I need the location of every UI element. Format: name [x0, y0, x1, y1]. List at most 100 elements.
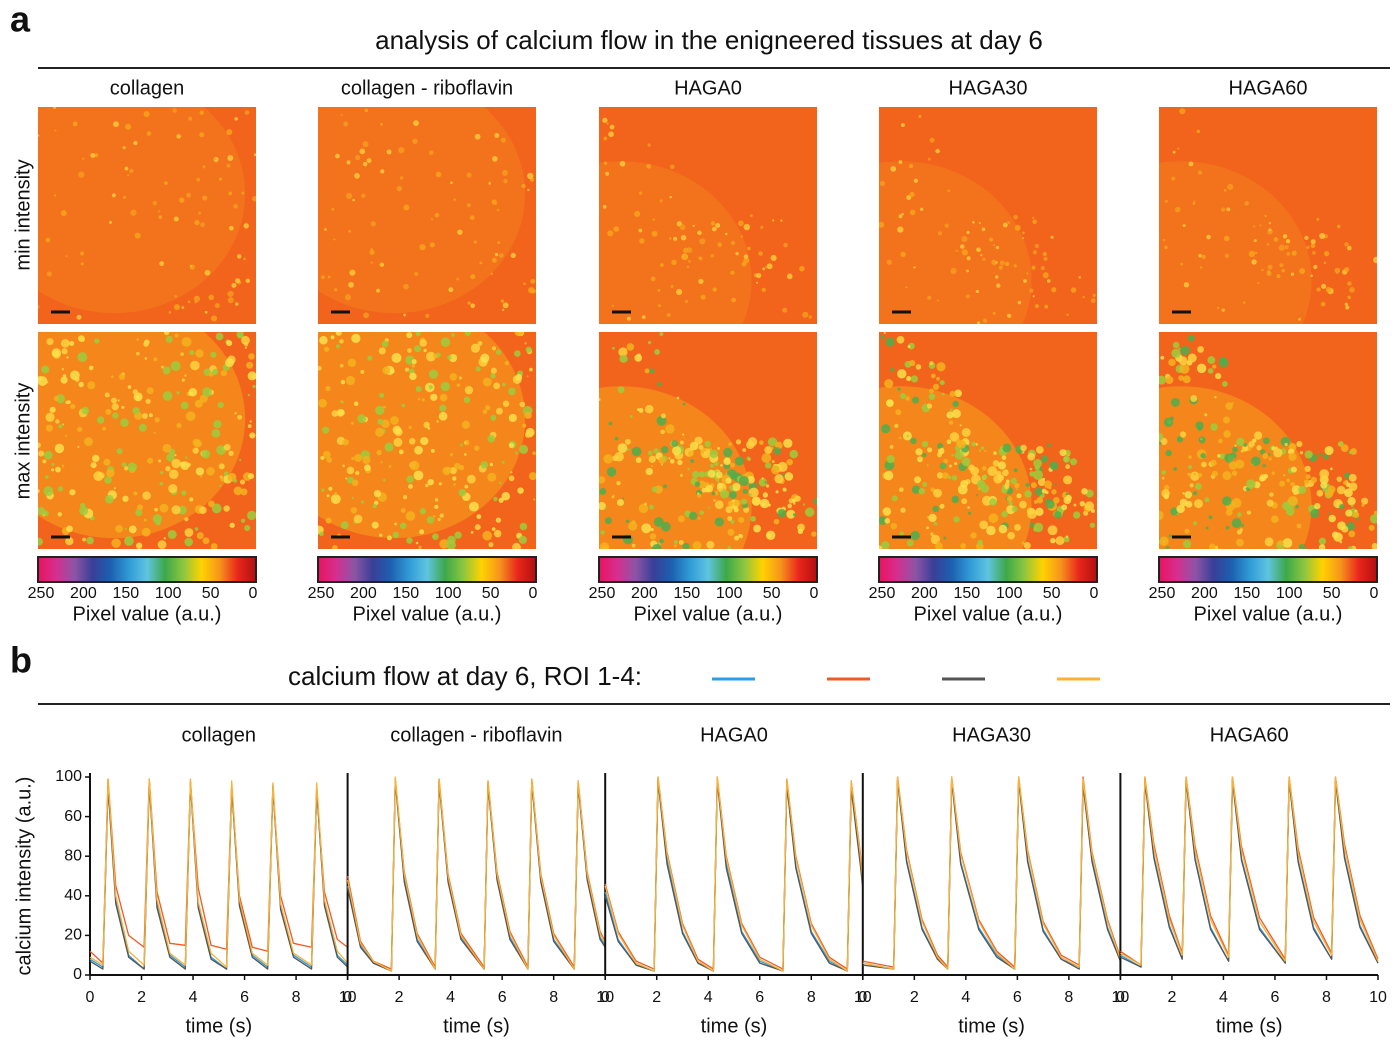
cell-speck	[364, 464, 371, 472]
cell-speck	[78, 381, 84, 388]
cell-speck	[498, 497, 504, 503]
cell-speck	[496, 208, 500, 212]
cell-speck	[1218, 438, 1223, 444]
cell-speck	[942, 472, 949, 479]
cell-speck	[999, 260, 1005, 266]
cell-speck	[732, 482, 741, 492]
cell-speck	[194, 527, 199, 531]
cell-speck	[493, 382, 501, 390]
cell-speck	[1160, 355, 1165, 360]
cell-speck	[1002, 222, 1008, 228]
cell-speck	[1082, 295, 1085, 299]
micrograph	[599, 107, 817, 324]
cell-speck	[704, 440, 711, 448]
cell-speck	[1298, 485, 1307, 494]
cell-speck	[683, 247, 689, 254]
cell-speck	[508, 442, 515, 449]
cell-speck	[976, 493, 979, 497]
cell-speck	[173, 304, 180, 311]
cell-speck	[743, 223, 750, 231]
cell-speck	[927, 447, 933, 453]
cell-speck	[1163, 484, 1170, 491]
cell-speck	[498, 253, 504, 258]
cell-speck	[1361, 503, 1365, 507]
cell-speck	[1207, 356, 1216, 364]
cell-speck	[388, 465, 392, 468]
cell-speck	[599, 488, 607, 495]
cell-speck	[372, 504, 377, 509]
cell-speck	[233, 479, 238, 483]
cell-speck	[771, 219, 775, 222]
cell-speck	[879, 516, 888, 525]
colorbar-tick-label: 50	[482, 585, 500, 602]
cell-speck	[508, 413, 517, 423]
cell-speck	[1023, 279, 1027, 283]
cell-speck	[1344, 267, 1350, 273]
cell-speck	[104, 476, 112, 484]
cell-speck	[154, 507, 158, 512]
cell-speck	[1276, 274, 1281, 279]
cell-speck	[1328, 514, 1336, 523]
cell-speck	[603, 161, 608, 165]
cell-speck	[727, 528, 735, 536]
cell-speck	[55, 466, 61, 473]
cell-speck	[959, 424, 962, 427]
cell-speck	[323, 346, 330, 352]
cell-speck	[1023, 542, 1031, 549]
cell-speck	[335, 344, 341, 349]
cell-speck	[383, 405, 386, 409]
x-tick-label: 8	[1064, 989, 1073, 1006]
cell-speck	[1282, 538, 1293, 548]
cell-speck	[886, 259, 892, 265]
cell-speck	[1231, 498, 1242, 508]
cell-speck	[141, 527, 151, 537]
cell-speck	[901, 212, 904, 216]
cell-speck	[921, 440, 929, 448]
cell-speck	[882, 507, 892, 516]
cell-speck	[1159, 442, 1162, 445]
cell-speck	[1015, 488, 1019, 491]
cell-speck	[910, 437, 917, 445]
cell-speck	[181, 336, 192, 347]
cell-speck	[1193, 472, 1196, 476]
cell-speck	[369, 249, 375, 255]
cell-speck	[81, 157, 85, 160]
cell-speck	[1271, 471, 1275, 475]
cell-speck	[199, 132, 205, 138]
cell-speck	[1192, 202, 1196, 205]
cell-speck	[1285, 239, 1291, 244]
cell-speck	[521, 183, 526, 189]
x-tick-label: 0	[858, 989, 867, 1006]
cell-speck	[78, 335, 86, 343]
cell-speck	[884, 379, 894, 389]
cell-speck	[523, 282, 526, 286]
cell-speck	[1032, 219, 1037, 224]
cell-speck	[453, 198, 456, 201]
cell-speck	[340, 113, 343, 116]
cell-speck	[1192, 521, 1197, 526]
cell-speck	[936, 376, 940, 381]
cell-speck	[432, 515, 436, 518]
cell-speck	[1324, 446, 1334, 456]
cell-speck	[135, 395, 141, 400]
cell-speck	[331, 410, 339, 417]
cell-speck	[470, 343, 481, 353]
cell-speck	[742, 488, 748, 494]
cell-speck	[360, 500, 364, 504]
cell-speck	[609, 124, 615, 130]
cell-speck	[696, 492, 700, 495]
cell-speck	[881, 424, 891, 434]
cell-speck	[992, 311, 996, 315]
cell-speck	[60, 210, 67, 217]
cell-speck	[363, 312, 370, 319]
cell-speck	[159, 503, 169, 513]
x-tick-label: 4	[961, 989, 970, 1006]
cell-speck	[733, 499, 741, 507]
cell-speck	[981, 227, 986, 232]
cell-speck	[653, 448, 659, 454]
cell-speck	[599, 542, 610, 549]
cell-speck	[433, 353, 438, 359]
cell-speck	[738, 475, 749, 486]
cell-speck	[1187, 353, 1197, 363]
cell-speck	[698, 480, 706, 489]
